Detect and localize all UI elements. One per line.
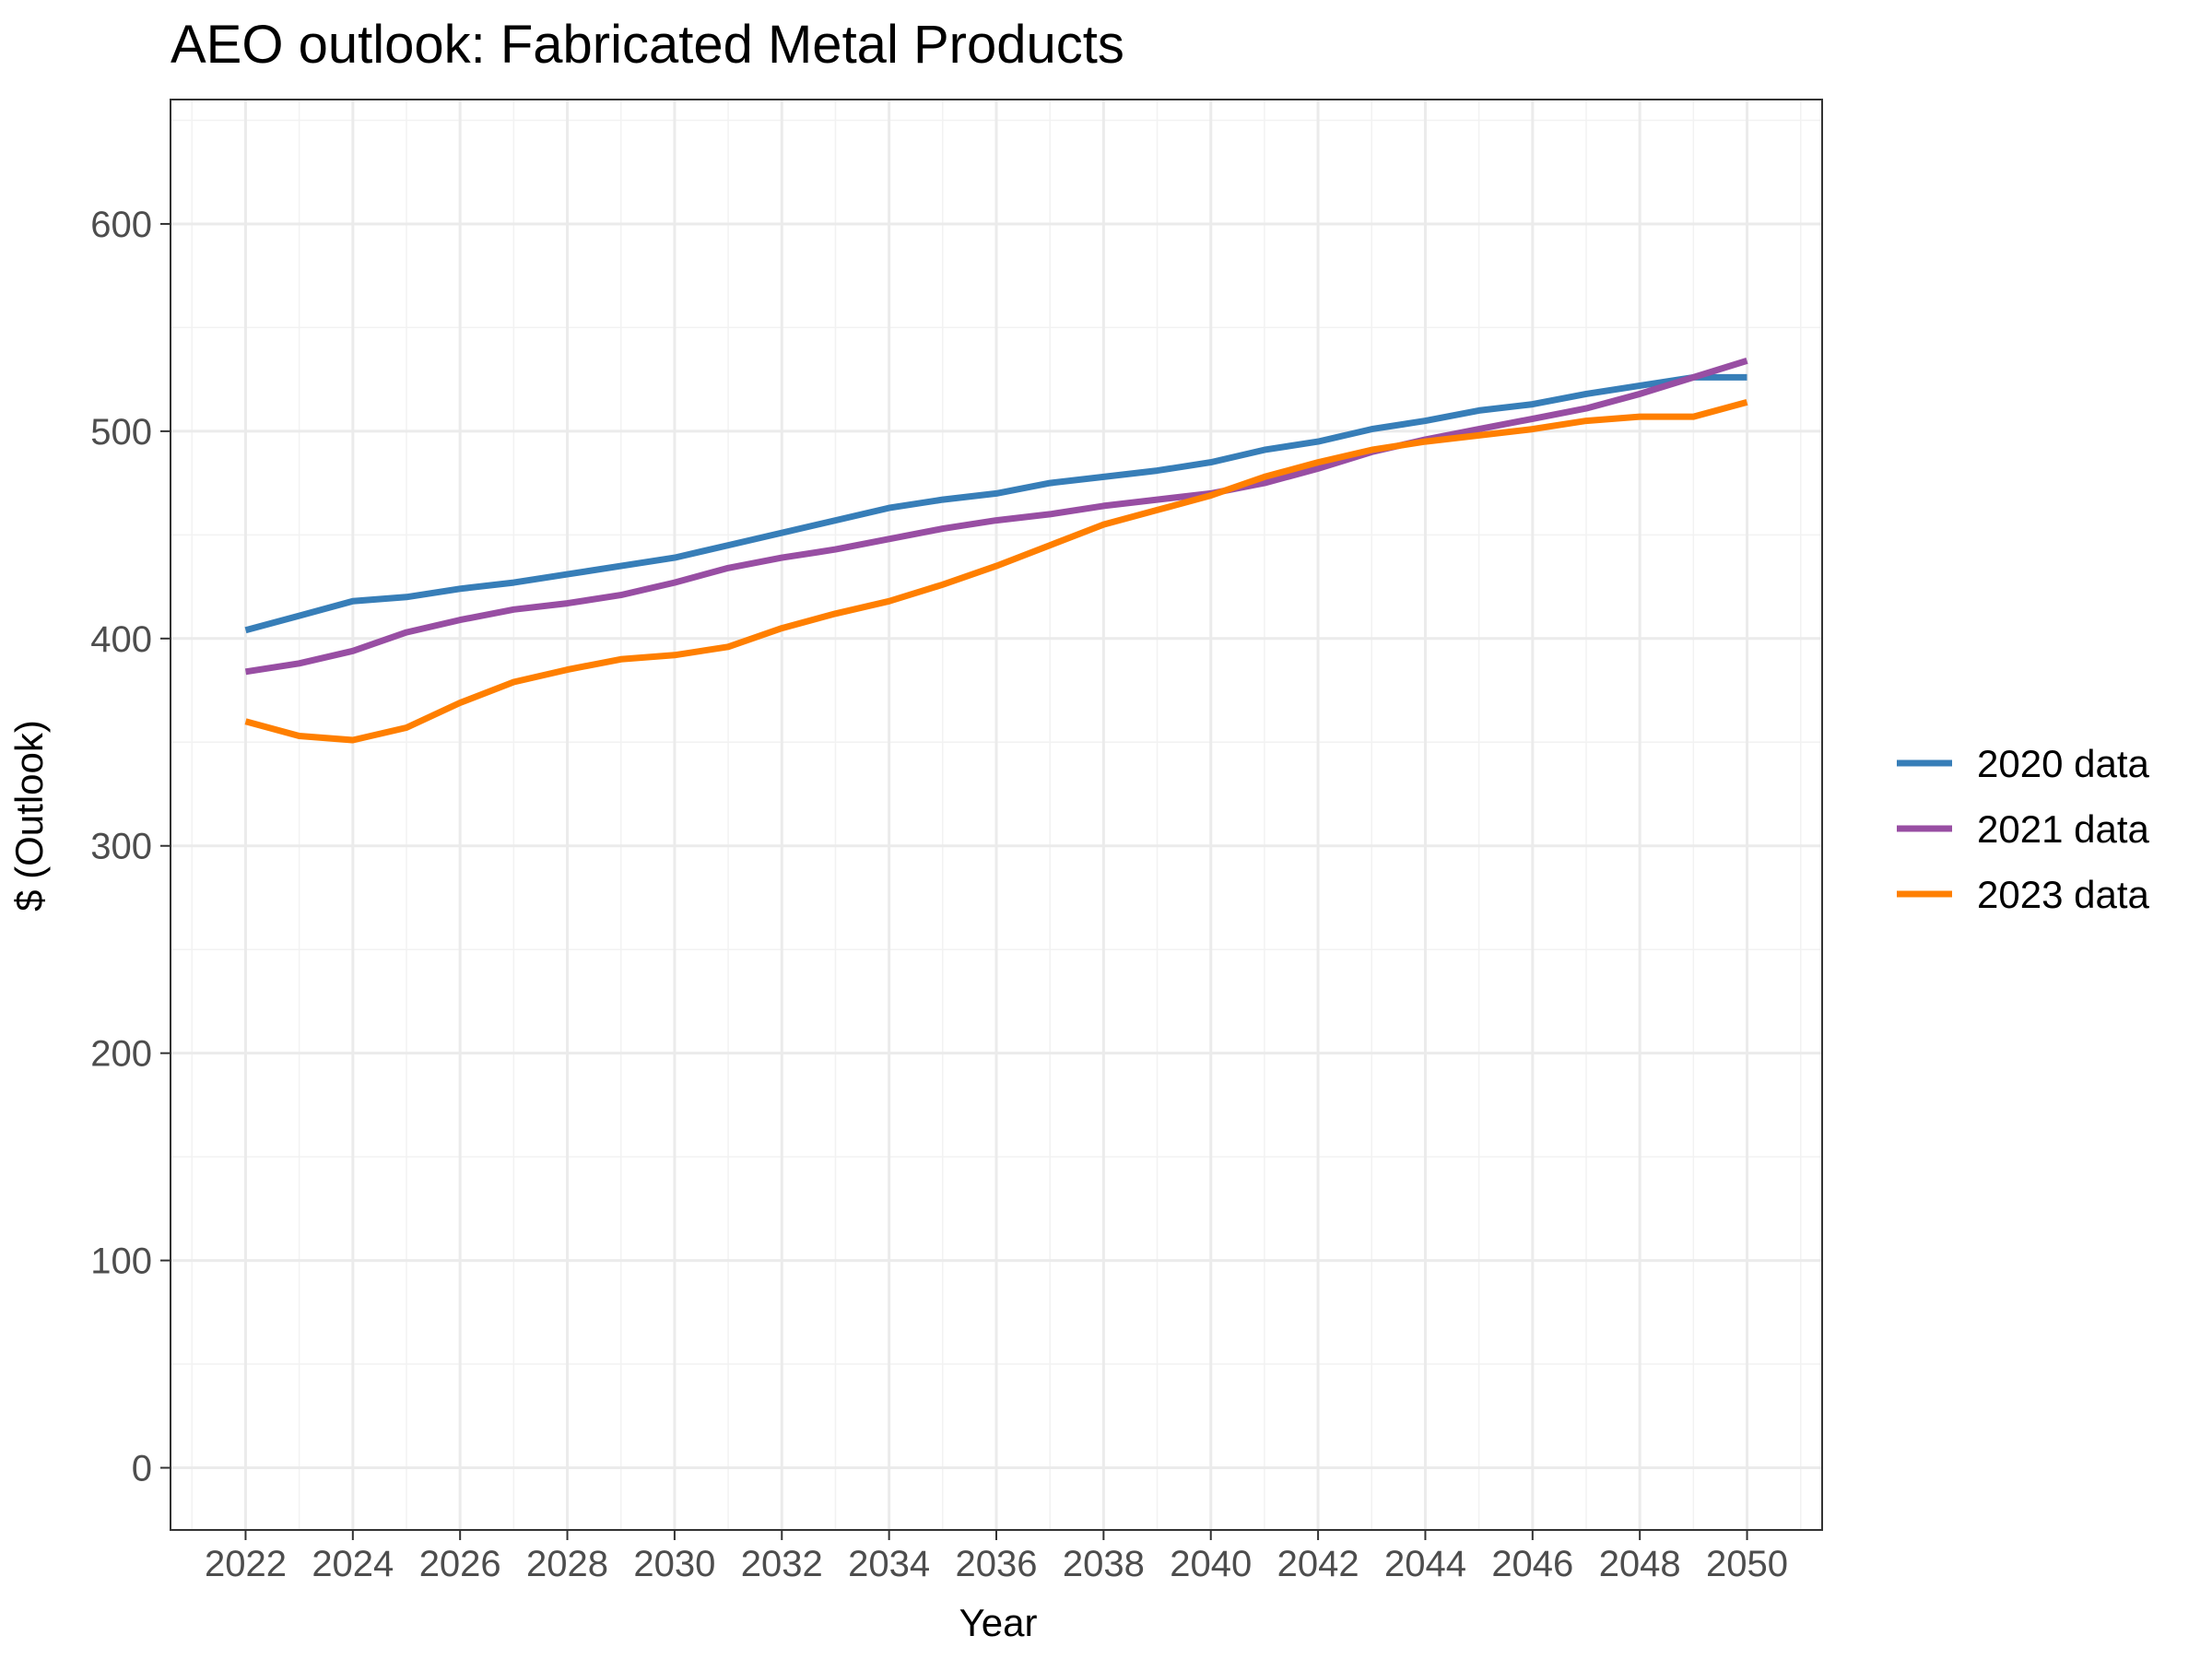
y-tick-label: 400: [90, 619, 152, 660]
x-tick-label: 2034: [848, 1544, 930, 1584]
y-tick-label: 500: [90, 412, 152, 453]
legend: 2020 data 2021 data 2023 data: [1897, 742, 2149, 916]
y-tick-label: 100: [90, 1241, 152, 1282]
y-axis-ticks: 0 100 200 300 400 500 600: [90, 205, 171, 1489]
x-tick-label: 2022: [205, 1544, 287, 1584]
grid: [171, 100, 1822, 1530]
x-tick-label: 2026: [419, 1544, 501, 1584]
x-tick-label: 2028: [526, 1544, 608, 1584]
x-tick-label: 2048: [1599, 1544, 1681, 1584]
y-tick-label: 300: [90, 827, 152, 867]
legend-label-0: 2020 data: [1977, 742, 2149, 785]
chart-title: AEO outlook: Fabricated Metal Products: [171, 15, 1124, 75]
series-lines: [244, 358, 1748, 744]
y-tick-label: 200: [90, 1034, 152, 1075]
x-tick-label: 2038: [1063, 1544, 1145, 1584]
x-tick-label: 2044: [1384, 1544, 1466, 1584]
series-line-0: [244, 373, 1747, 634]
x-tick-label: 2042: [1277, 1544, 1359, 1584]
x-tick-label: 2040: [1170, 1544, 1252, 1584]
legend-label-1: 2021 data: [1977, 807, 2149, 851]
y-tick-label: 0: [132, 1449, 152, 1489]
x-tick-label: 2036: [956, 1544, 1038, 1584]
x-tick-label: 2024: [312, 1544, 394, 1584]
y-tick-label: 600: [90, 205, 152, 245]
x-axis-title: Year: [959, 1601, 1038, 1644]
y-axis-title: $ (Outlook): [7, 720, 51, 912]
x-tick-label: 2050: [1706, 1544, 1788, 1584]
x-axis-ticks: 2022 2024 2026 2028 2030 2032 2034 2036 2038 2040…: [205, 1530, 1788, 1584]
series-line-2: [244, 399, 1748, 744]
x-tick-label: 2030: [633, 1544, 715, 1584]
x-tick-label: 2046: [1491, 1544, 1573, 1584]
series-line-1: [244, 358, 1748, 676]
x-tick-label: 2032: [741, 1544, 823, 1584]
legend-label-2: 2023 data: [1977, 873, 2149, 916]
